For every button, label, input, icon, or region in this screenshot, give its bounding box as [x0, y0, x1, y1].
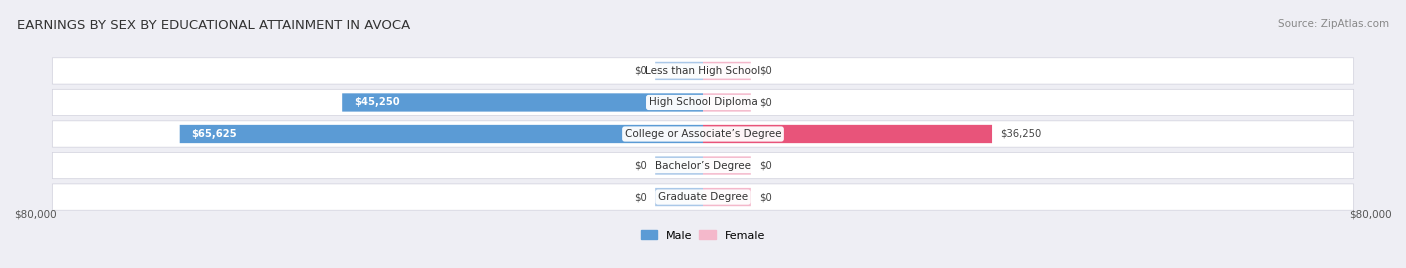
Text: $0: $0 [634, 66, 647, 76]
FancyBboxPatch shape [703, 125, 993, 143]
FancyBboxPatch shape [655, 157, 703, 175]
Text: $80,000: $80,000 [1350, 210, 1392, 220]
Text: High School Diploma: High School Diploma [648, 98, 758, 107]
Text: $80,000: $80,000 [14, 210, 56, 220]
FancyBboxPatch shape [655, 62, 703, 80]
FancyBboxPatch shape [52, 152, 1354, 179]
Text: $0: $0 [759, 192, 772, 202]
Legend: Male, Female: Male, Female [637, 226, 769, 245]
FancyBboxPatch shape [52, 89, 1354, 116]
Text: College or Associate’s Degree: College or Associate’s Degree [624, 129, 782, 139]
Text: $45,250: $45,250 [354, 98, 399, 107]
FancyBboxPatch shape [703, 93, 751, 111]
Text: $0: $0 [634, 161, 647, 170]
Text: $0: $0 [759, 66, 772, 76]
FancyBboxPatch shape [180, 125, 703, 143]
FancyBboxPatch shape [703, 157, 751, 175]
FancyBboxPatch shape [52, 121, 1354, 147]
Text: Less than High School: Less than High School [645, 66, 761, 76]
FancyBboxPatch shape [703, 62, 751, 80]
Text: EARNINGS BY SEX BY EDUCATIONAL ATTAINMENT IN AVOCA: EARNINGS BY SEX BY EDUCATIONAL ATTAINMEN… [17, 19, 411, 32]
FancyBboxPatch shape [52, 184, 1354, 210]
Text: Source: ZipAtlas.com: Source: ZipAtlas.com [1278, 19, 1389, 29]
Text: $0: $0 [759, 161, 772, 170]
FancyBboxPatch shape [655, 188, 703, 206]
FancyBboxPatch shape [703, 188, 751, 206]
Text: Bachelor’s Degree: Bachelor’s Degree [655, 161, 751, 170]
Text: $0: $0 [634, 192, 647, 202]
Text: $0: $0 [759, 98, 772, 107]
Text: $36,250: $36,250 [1000, 129, 1042, 139]
Text: $65,625: $65,625 [191, 129, 238, 139]
FancyBboxPatch shape [342, 93, 703, 111]
Text: Graduate Degree: Graduate Degree [658, 192, 748, 202]
FancyBboxPatch shape [52, 58, 1354, 84]
